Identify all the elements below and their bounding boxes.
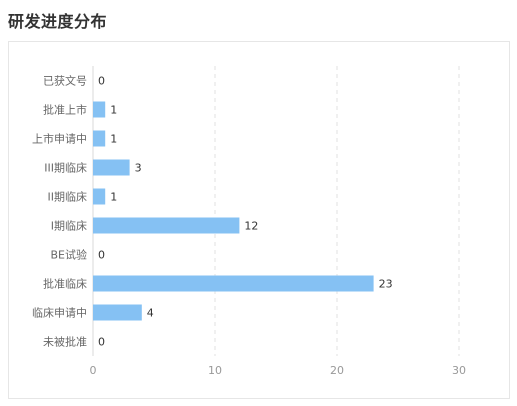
- category-label: 已获文号: [43, 74, 87, 88]
- bar[interactable]: [93, 188, 106, 205]
- category-label: 批准上市: [43, 103, 87, 117]
- x-tick-label: 20: [330, 364, 344, 377]
- bar[interactable]: [93, 130, 106, 147]
- x-tick-label: 30: [452, 364, 466, 377]
- bar[interactable]: [93, 275, 374, 292]
- value-label: 1: [110, 104, 117, 117]
- x-tick-label: 10: [208, 364, 222, 377]
- category-label: 批准临床: [43, 277, 87, 291]
- bar[interactable]: [93, 101, 106, 118]
- bar[interactable]: [93, 159, 130, 176]
- value-label: 0: [98, 336, 105, 349]
- value-label: 1: [110, 191, 117, 204]
- chart-panel: 0 10 20 30 已获文号 0 批准上市 1 上市申请中 1 III期临床 3 II期临床 1 I期临床…: [8, 41, 510, 399]
- value-label: 0: [98, 249, 105, 262]
- value-label: 3: [135, 162, 142, 175]
- value-label: 0: [98, 75, 105, 88]
- label-layer: 0 10 20 30 已获文号 0 批准上市 1 上市申请中 1 III期临床 3 II期临床 1 I期临床…: [32, 74, 466, 378]
- category-label: 未被批准: [43, 335, 87, 349]
- value-label: 23: [379, 278, 393, 291]
- x-tick-label: 0: [90, 364, 97, 377]
- category-label: 上市申请中: [32, 132, 87, 146]
- bar-layer: [93, 101, 374, 321]
- value-label: 12: [244, 220, 258, 233]
- bar[interactable]: [93, 304, 142, 321]
- bar[interactable]: [93, 217, 240, 234]
- page-title: 研发进度分布: [8, 12, 108, 31]
- value-label: 4: [147, 307, 154, 320]
- category-label: BE试验: [51, 248, 88, 262]
- category-label: II期临床: [48, 190, 88, 204]
- category-label: III期临床: [44, 161, 87, 175]
- value-label: 1: [110, 133, 117, 146]
- category-label: I期临床: [51, 219, 87, 233]
- category-label: 临床申请中: [32, 306, 87, 320]
- bar-chart: 0 10 20 30 已获文号 0 批准上市 1 上市申请中 1 III期临床 3 II期临床 1 I期临床…: [32, 66, 466, 378]
